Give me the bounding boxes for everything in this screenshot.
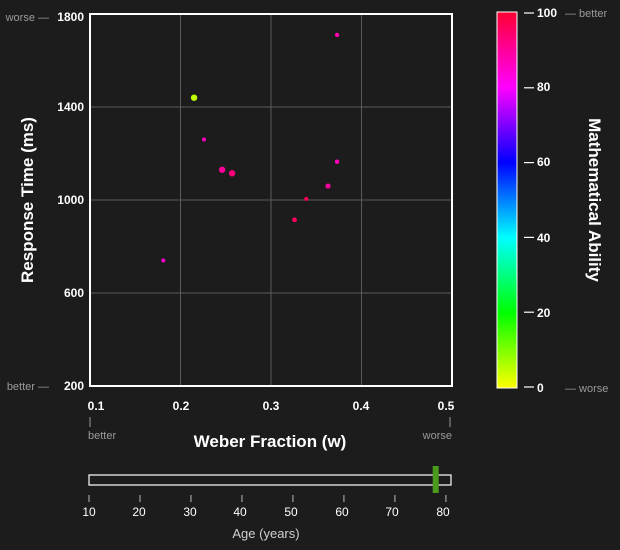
data-point [304,196,309,201]
age-tick-label: 80 [436,505,450,519]
colorbar-tick-label: 20 [537,306,551,320]
x-tick-label: 0.2 [173,399,190,413]
grid-lines [90,14,452,386]
age-tick-label: 60 [335,505,349,519]
data-point [190,94,198,101]
colorbar-tick-label: 80 [537,80,551,94]
y-tick-label: 1400 [57,100,84,114]
age-slider[interactable] [88,466,452,493]
colorbar [496,11,518,389]
age-tick-label: 30 [183,505,197,519]
data-point [218,166,226,173]
colorbar-tick-label: 100 [537,6,557,20]
age-slider-track[interactable] [88,474,452,486]
x-tick-label: 0.1 [88,399,105,413]
y-axis-title: Response Time (ms) [18,117,37,283]
colorbar-ticks [524,12,534,388]
age-tick-label: 10 [82,505,96,519]
data-point [202,137,207,142]
y-tick-label: 1800 [57,10,84,24]
age-axis-ticks [88,495,447,502]
x-axis: 0.1 0.2 0.3 0.4 0.5 [88,399,455,413]
x-tick-label: 0.4 [353,399,370,413]
plot-frame [89,13,453,387]
scatter-points [161,32,340,263]
data-point [228,170,236,177]
x-tick-label: 0.3 [263,399,280,413]
age-tick-label: 70 [385,505,399,519]
age-tick-label: 20 [132,505,146,519]
data-point [161,258,166,263]
y-tick-label: 600 [64,286,84,300]
data-point [334,159,340,164]
y-tick-label: 1000 [57,193,84,207]
y-hint-worse: worse — [5,12,49,24]
y-axis: 200 600 1000 1400 1800 [57,10,84,393]
age-slider-handle[interactable] [432,466,439,493]
colorbar-hint-better: — better [565,8,608,20]
x-tick-label: 0.5 [438,399,455,413]
age-tick-label: 40 [233,505,247,519]
colorbar-tick-label: 60 [537,155,551,169]
colorbar-tick-label: 0 [537,381,544,395]
data-point [334,32,340,38]
data-point [325,183,331,189]
colorbar-tick-label: 40 [537,231,551,245]
y-hint-better: better — [7,381,49,393]
x-hint-better: better [88,430,116,442]
colorbar-title: Mathematical Ability [585,118,604,282]
y-tick-label: 200 [64,379,84,393]
age-tick-label: 50 [284,505,298,519]
age-slider-label: Age (years) [232,526,299,541]
x-axis-title: Weber Fraction (w) [194,432,347,451]
colorbar-hint-worse: — worse [565,383,608,395]
data-point [292,217,297,223]
x-hint-worse: worse [422,430,452,442]
